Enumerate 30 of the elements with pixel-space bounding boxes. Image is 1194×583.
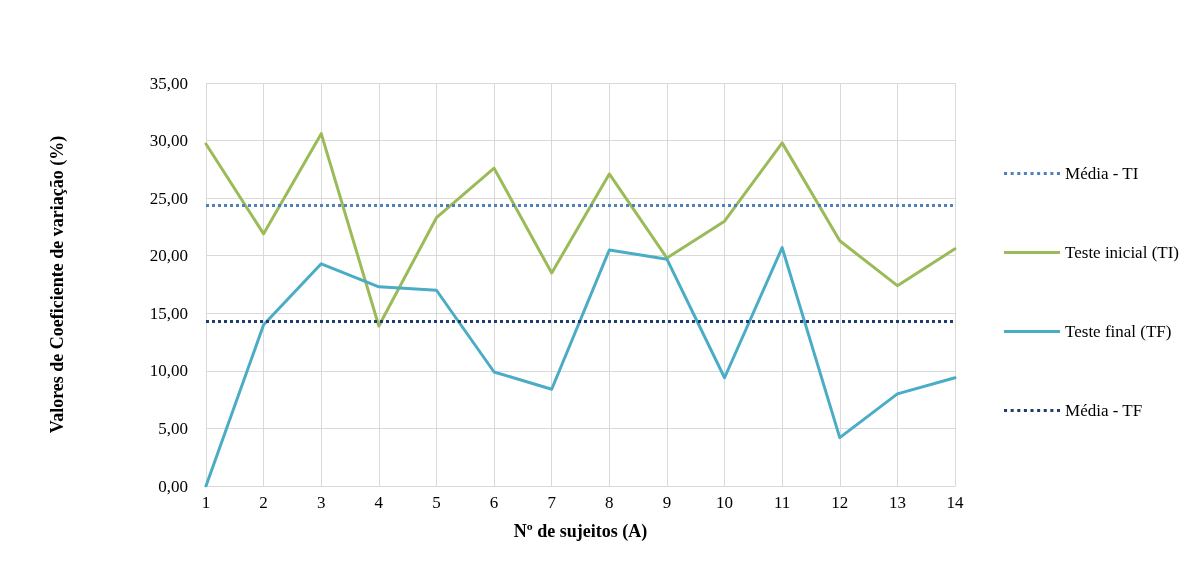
legend-label: Média - TI [1065, 164, 1139, 183]
x-tick-label: 6 [489, 493, 499, 512]
line-series [204, 246, 957, 488]
x-tick-label: 1 [201, 493, 211, 512]
y-tick-label: 25,00 [149, 188, 188, 208]
y-tick-label: 10,00 [149, 361, 188, 381]
y-tick-label: 15,00 [149, 303, 188, 323]
legend-label: Teste inicial (TI) [1065, 243, 1180, 262]
x-tick-label: 5 [432, 493, 441, 512]
x-tick-label: 10 [716, 493, 734, 512]
x-tick-label: 4 [374, 493, 384, 512]
x-tick-label: 14 [946, 493, 964, 512]
y-tick-label: 35,00 [149, 73, 188, 93]
legend-label: Média - TF [1065, 401, 1143, 420]
legend-label: Teste final (TF) [1065, 322, 1172, 341]
y-tick-label: 30,00 [149, 131, 188, 151]
y-tick-label: 0,00 [158, 476, 188, 496]
line-series [204, 132, 957, 328]
x-tick-label: 9 [662, 493, 672, 512]
y-axis-title: Valores de Coeficiente de variação (%) [47, 135, 68, 434]
y-tick-label: 5,00 [158, 418, 188, 438]
x-tick-label: 12 [831, 493, 849, 512]
x-tick-label: 13 [888, 493, 906, 512]
x-tick-label: 3 [316, 493, 326, 512]
x-tick-label: 2 [259, 493, 268, 512]
x-axis-title: Nº de sujeitos (A) [513, 521, 648, 542]
x-tick-label: 8 [605, 493, 614, 512]
y-tick-label: 20,00 [149, 246, 188, 266]
x-tick-label: 11 [773, 493, 791, 512]
x-tick-label: 7 [547, 493, 557, 512]
